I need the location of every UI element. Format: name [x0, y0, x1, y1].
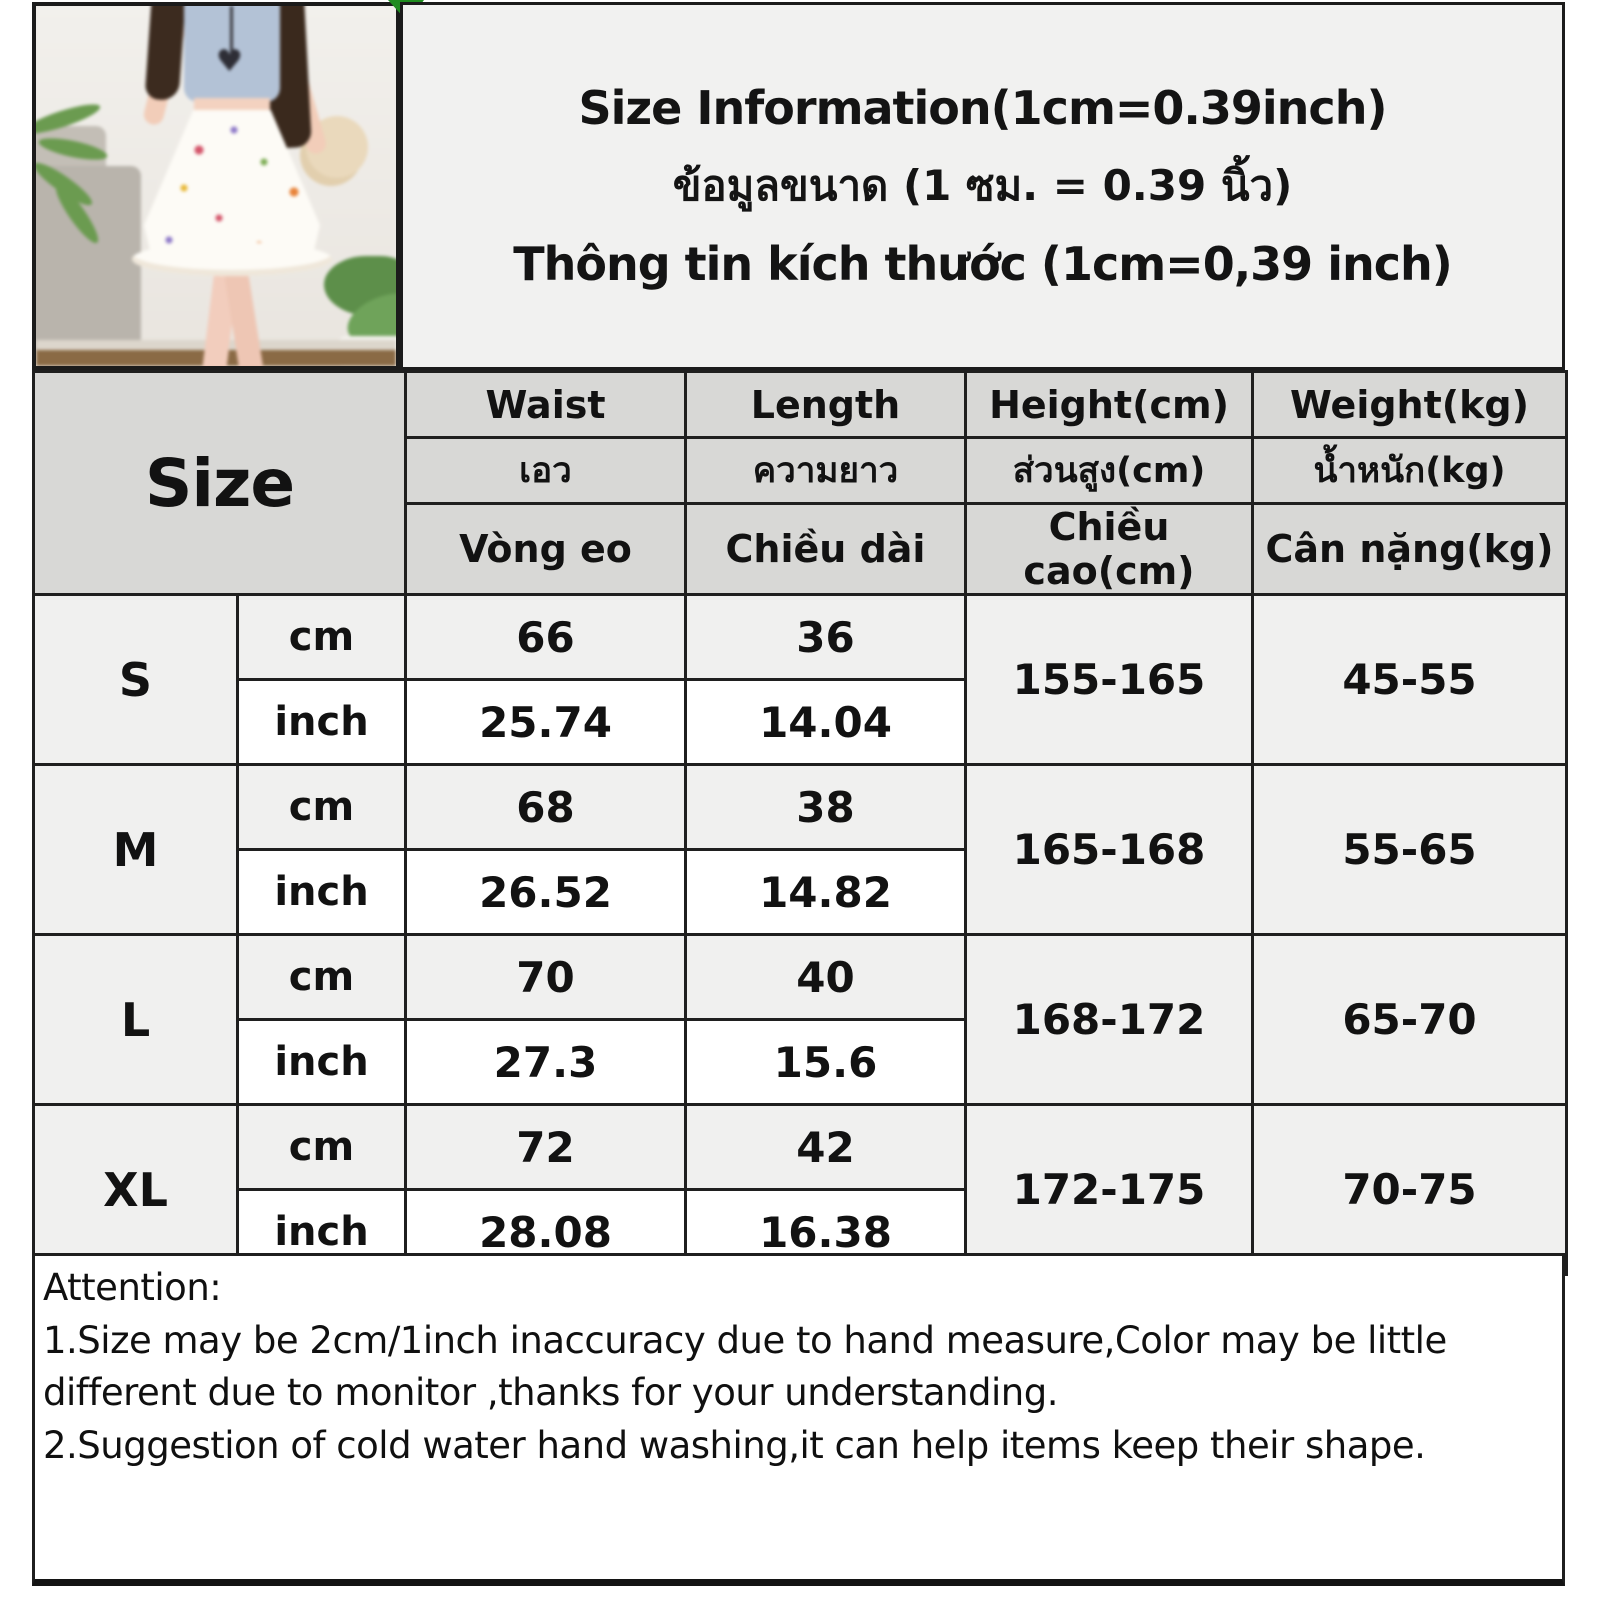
size-information-header: Size Information(1cm=0.39inch) ข้อมูลขนา… — [400, 2, 1565, 370]
weight-header-en: Weight(kg) — [1251, 370, 1568, 439]
table-row: L cm 70 40 168-172 65-70 — [32, 933, 1568, 1106]
title-english: Size Information(1cm=0.39inch) — [578, 81, 1388, 135]
length-header-th: ความยาว — [684, 436, 967, 505]
xl-waist-cm: 72 — [404, 1103, 687, 1191]
table-row: M cm 68 38 165-168 55-65 — [32, 763, 1568, 936]
length-header-en: Length — [684, 370, 967, 439]
l-weight-range: 65-70 — [1251, 933, 1568, 1106]
l-length-cm: 40 — [684, 933, 967, 1021]
m-waist-cm: 68 — [404, 763, 687, 851]
attention-note-2: 2.Suggestion of cold water hand washing,… — [43, 1423, 1426, 1467]
weight-header-vi: Cân nặng(kg) — [1251, 502, 1568, 596]
height-header-en: Height(cm) — [964, 370, 1254, 439]
l-height-range: 168-172 — [964, 933, 1254, 1106]
title-vietnamese: Thông tin kích thước (1cm=0,39 inch) — [513, 237, 1453, 291]
unit-cm: cm — [236, 1103, 407, 1191]
attention-note-1: 1.Size may be 2cm/1inch inaccuracy due t… — [43, 1318, 1447, 1415]
heart-pendant-icon: ♥ — [216, 44, 243, 79]
length-header-vi: Chiều dài — [684, 502, 967, 596]
skirt-ruffle-hem — [132, 242, 332, 276]
s-waist-cm: 66 — [404, 593, 687, 681]
size-l: L — [32, 933, 239, 1106]
table-row: inch 25.74 14.04 — [34, 678, 1567, 766]
title-thai: ข้อมูลขนาด (1 ซม. = 0.39 นิ้ว) — [672, 161, 1293, 210]
xl-length-cm: 42 — [684, 1103, 967, 1191]
s-length-inch: 14.04 — [684, 678, 967, 766]
m-length-inch: 14.82 — [684, 848, 967, 936]
table-row: inch 26.52 14.82 — [34, 848, 1567, 936]
waist-header-th: เอว — [404, 436, 687, 505]
l-waist-cm: 70 — [404, 933, 687, 1021]
m-waist-inch: 26.52 — [404, 848, 687, 936]
product-photo: ♥ — [32, 2, 400, 370]
height-header-th: ส่วนสูง(cm) — [964, 436, 1254, 505]
size-xl: XL — [32, 1103, 239, 1276]
s-waist-inch: 25.74 — [404, 678, 687, 766]
unit-cm: cm — [236, 593, 407, 681]
table-row: XL cm 72 42 172-175 70-75 — [32, 1103, 1568, 1276]
size-s: S — [32, 593, 239, 766]
attention-heading: Attention: — [43, 1266, 222, 1309]
xl-height-range: 172-175 — [964, 1103, 1254, 1276]
size-table: Size Waist Length Height(cm) Weight(kg) … — [32, 370, 1568, 1276]
unit-cm: cm — [236, 933, 407, 1021]
weight-header-th: น้ำหนัก(kg) — [1251, 436, 1568, 505]
size-chart-table: Size Waist Length Height(cm) Weight(kg) … — [32, 370, 1568, 1276]
unit-cm: cm — [236, 763, 407, 851]
height-header-vi: Chiều cao(cm) — [964, 502, 1254, 596]
s-weight-range: 45-55 — [1251, 593, 1568, 766]
photo-scene: ♥ — [36, 6, 396, 366]
size-column-header: Size — [32, 370, 407, 596]
l-waist-inch: 27.3 — [404, 1018, 687, 1106]
unit-inch: inch — [236, 1018, 407, 1106]
table-row: S cm 66 36 155-165 45-55 — [32, 593, 1568, 766]
m-weight-range: 55-65 — [1251, 763, 1568, 936]
s-length-cm: 36 — [684, 593, 967, 681]
waist-header-vi: Vòng eo — [404, 502, 687, 596]
unit-inch: inch — [236, 678, 407, 766]
s-height-range: 155-165 — [964, 593, 1254, 766]
unit-inch: inch — [236, 848, 407, 936]
table-row: inch 27.3 15.6 — [34, 1018, 1567, 1106]
attention-notes: Attention: 1.Size may be 2cm/1inch inacc… — [32, 1253, 1565, 1586]
size-m: M — [32, 763, 239, 936]
m-length-cm: 38 — [684, 763, 967, 851]
waist-header-en: Waist — [404, 370, 687, 439]
l-length-inch: 15.6 — [684, 1018, 967, 1106]
necklace-chain — [230, 6, 233, 54]
xl-weight-range: 70-75 — [1251, 1103, 1568, 1276]
m-height-range: 165-168 — [964, 763, 1254, 936]
